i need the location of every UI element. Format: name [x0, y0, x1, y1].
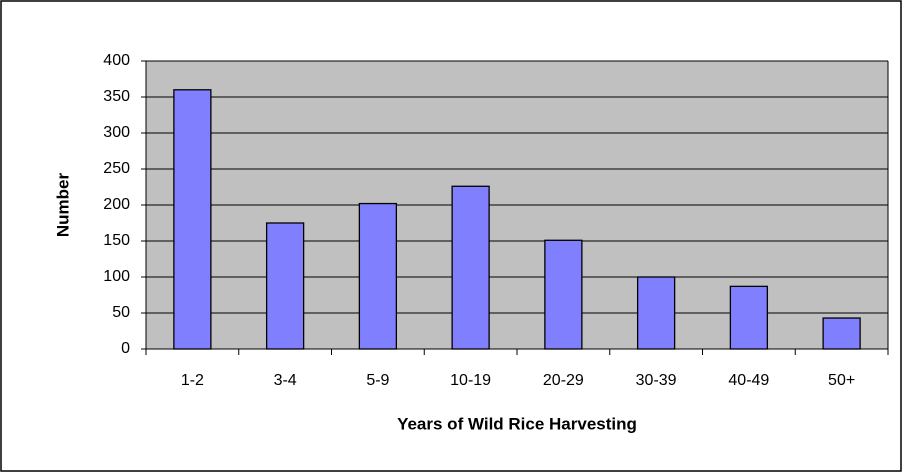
y-tick-label: 400 — [103, 52, 130, 69]
bar — [544, 239, 583, 350]
bar — [173, 89, 212, 350]
x-tick-label: 5-9 — [366, 372, 389, 389]
bar — [729, 285, 769, 350]
x-tick-label: 1-2 — [181, 372, 204, 389]
bar — [822, 317, 861, 350]
y-tick-label: 200 — [103, 196, 130, 213]
x-axis-label: Years of Wild Rice Harvesting — [397, 414, 637, 433]
x-tick-label: 20-29 — [543, 372, 584, 389]
bar — [451, 185, 490, 350]
x-tick-label: 3-4 — [274, 372, 297, 389]
y-tick-label: 0 — [121, 340, 130, 357]
bar — [265, 222, 305, 350]
y-tick-label: 100 — [103, 268, 130, 285]
y-tick-label: 250 — [103, 160, 130, 177]
x-tick-label: 30-39 — [636, 372, 677, 389]
x-tick-label: 40-49 — [728, 372, 769, 389]
x-tick-label: 10-19 — [450, 372, 491, 389]
y-tick-label: 350 — [103, 88, 130, 105]
x-tick-label: 50+ — [828, 372, 855, 389]
y-tick-label: 300 — [103, 124, 130, 141]
bar — [358, 202, 398, 350]
bar — [636, 276, 676, 350]
y-axis-label: Number — [53, 173, 72, 238]
y-tick-label: 150 — [103, 232, 130, 249]
y-tick-label: 50 — [112, 304, 130, 321]
